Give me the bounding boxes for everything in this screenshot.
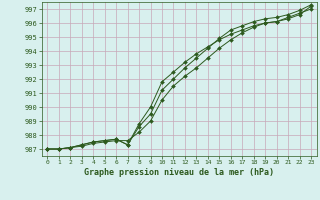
X-axis label: Graphe pression niveau de la mer (hPa): Graphe pression niveau de la mer (hPa)	[84, 168, 274, 177]
